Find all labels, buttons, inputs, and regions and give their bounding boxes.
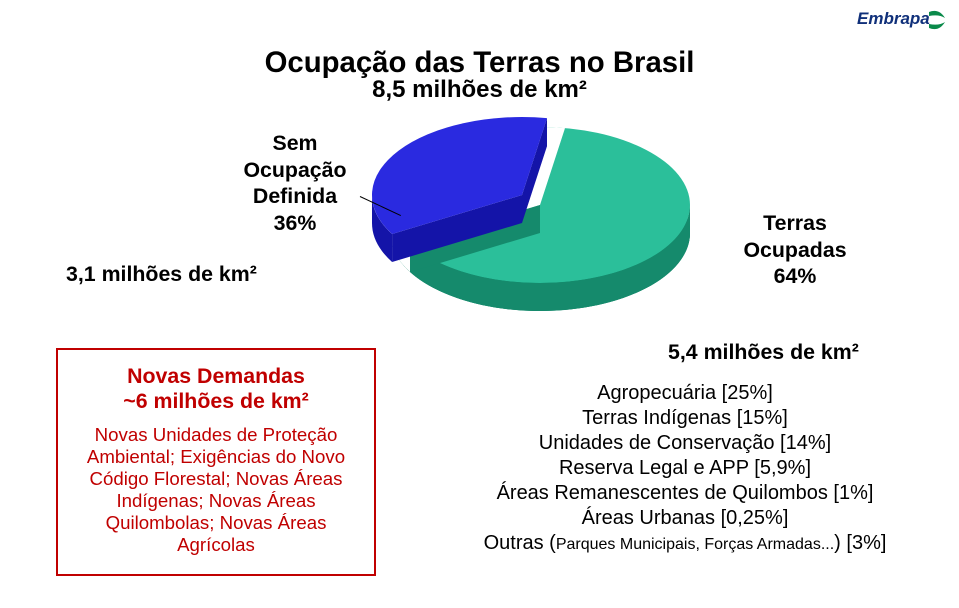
breakdown-list: Agropecuária [25%] Terras Indígenas [15%…: [470, 380, 900, 557]
pie-label-terras-ocupadas: Terras Ocupadas 64%: [735, 210, 855, 290]
brand-swoosh-top: [929, 11, 945, 18]
pie-label-line: Sem: [225, 130, 365, 157]
pie-label-pct: 64%: [735, 263, 855, 290]
demandas-body: Novas Unidades de Proteção Ambiental; Ex…: [74, 424, 358, 556]
pie-label-line: Ocupadas: [735, 237, 855, 264]
pie-label-sem-ocupacao: Sem Ocupação Definida 36%: [225, 130, 365, 237]
breakdown-item: Unidades de Conservação [14%]: [470, 432, 900, 455]
km-right-callout: 5,4 milhões de km²: [668, 340, 859, 365]
outras-small: Parques Municipais, Forças Armadas...: [556, 536, 834, 553]
breakdown-item: Áreas Remanescentes de Quilombos [1%]: [470, 482, 900, 505]
pie-chart: [350, 100, 730, 320]
demandas-heading: Novas Demandas ~6 milhões de km²: [74, 364, 358, 414]
brand-logo: Embrapa: [857, 6, 949, 41]
km-left-callout: 3,1 milhões de km²: [66, 262, 257, 287]
outras-prefix: Outras (: [484, 532, 556, 554]
pie-label-line: Ocupação: [225, 157, 365, 184]
breakdown-item: Áreas Urbanas [0,25%]: [470, 507, 900, 530]
pie-label-line: Definida: [225, 183, 365, 210]
brand-swoosh-bottom: [929, 22, 945, 29]
demandas-box: Novas Demandas ~6 milhões de km² Novas U…: [56, 348, 376, 576]
breakdown-item: Terras Indígenas [15%]: [470, 407, 900, 430]
demandas-heading-line2: ~6 milhões de km²: [123, 389, 309, 413]
pie-label-line: Terras: [735, 210, 855, 237]
chart-title: Ocupação das Terras no Brasil: [0, 46, 959, 80]
breakdown-item: Agropecuária [25%]: [470, 382, 900, 405]
brand-text: Embrapa: [857, 9, 930, 28]
demandas-heading-line1: Novas Demandas: [127, 364, 305, 388]
outras-suffix: ) [3%]: [834, 532, 886, 554]
pie-label-pct: 36%: [225, 210, 365, 237]
breakdown-item-outras: Outras (Parques Municipais, Forças Armad…: [470, 532, 900, 555]
breakdown-item: Reserva Legal e APP [5,9%]: [470, 457, 900, 480]
